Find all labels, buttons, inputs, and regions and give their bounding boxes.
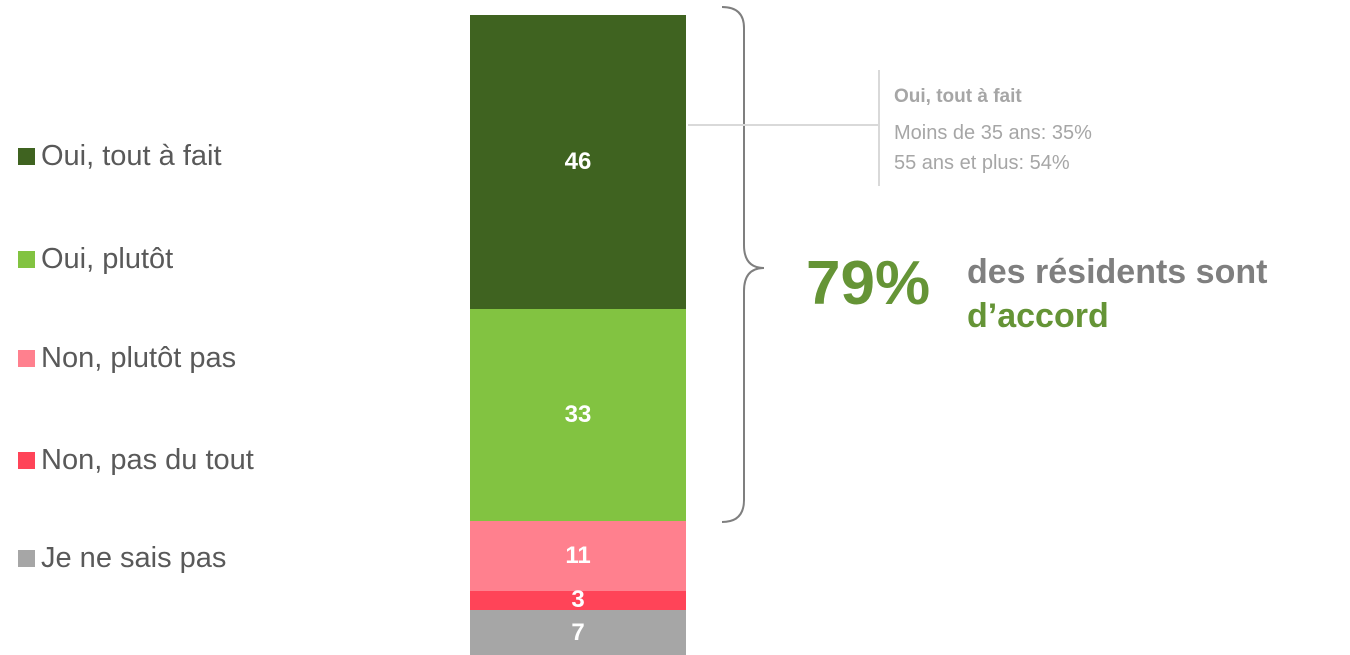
bar-value-label-1: 33 [564, 400, 592, 428]
legend-item-0: Oui, tout à fait [18, 140, 222, 173]
brace-bracket [721, 6, 765, 523]
brace-path [721, 6, 765, 523]
bar-value-label-0: 46 [564, 148, 592, 176]
legend-label-3: Non, pas du tout [41, 444, 254, 476]
legend-item-3: Non, pas du tout [18, 444, 254, 477]
legend-swatch-0 [18, 148, 35, 165]
bar-segment-2: 11 [470, 520, 686, 591]
legend-label-4: Je ne sais pas [41, 542, 227, 574]
summary-line-2: d’accord [967, 297, 1109, 335]
stacked-bar: 46 33 11 3 7 [470, 15, 686, 655]
callout-title: Oui, tout à fait [894, 86, 1022, 107]
legend-label-0: Oui, tout à fait [41, 140, 222, 172]
summary-text: des résidents sont d’accord [967, 250, 1267, 338]
legend-item-1: Oui, plutôt [18, 243, 173, 276]
bar-segment-3: 3 [470, 586, 686, 613]
legend-item-2: Non, plutôt pas [18, 342, 236, 375]
legend-swatch-2 [18, 350, 35, 367]
legend-swatch-4 [18, 550, 35, 567]
legend-item-4: Je ne sais pas [18, 542, 226, 575]
bar-segment-1: 33 [470, 309, 686, 521]
summary-line-1: des résidents sont [967, 253, 1268, 291]
bar-segment-4: 7 [470, 610, 686, 655]
bar-segment-0: 46 [470, 15, 686, 310]
legend-label-2: Non, plutôt pas [41, 342, 237, 374]
bar-value-label-4: 7 [571, 618, 585, 646]
summary-percentage: 79% [806, 249, 931, 318]
callout-box: Oui, tout à fait Moins de 35 ans: 35% 55… [878, 70, 1180, 186]
legend-label-1: Oui, plutôt [41, 243, 174, 275]
bar-value-label-2: 11 [565, 541, 591, 569]
legend-swatch-1 [18, 251, 35, 268]
legend-swatch-3 [18, 452, 35, 469]
bar-value-label-3: 3 [571, 586, 585, 613]
callout-line-under-35: Moins de 35 ans: 35% [894, 122, 1092, 144]
callout-line-55-plus: 55 ans et plus: 54% [894, 152, 1070, 174]
callout-connector [688, 124, 878, 126]
